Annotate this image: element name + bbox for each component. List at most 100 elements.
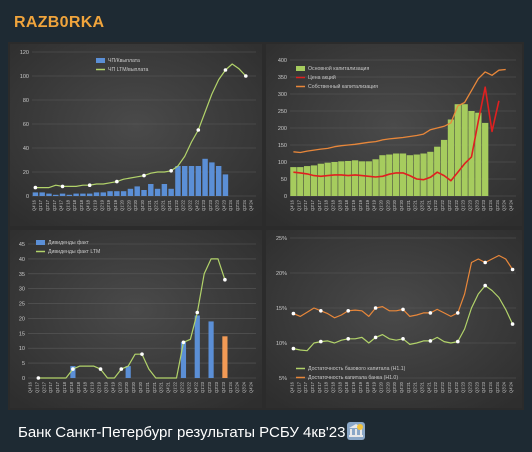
y-tick-label: 30 bbox=[19, 287, 25, 293]
caption-bar bbox=[0, 410, 532, 452]
x-tick-label: Q2'20 bbox=[124, 381, 129, 393]
x-tick-label: Q1'23 bbox=[201, 199, 206, 211]
y-tick-label: 5% bbox=[279, 376, 287, 382]
x-tick-label: Q3'19 bbox=[365, 199, 370, 211]
y-tick-label: 25% bbox=[276, 236, 287, 242]
line-point bbox=[142, 173, 146, 178]
x-tick-label: Q1'23 bbox=[461, 199, 466, 211]
x-tick-label: Q2'21 bbox=[154, 199, 159, 211]
net-profit-svg: 0 20 40 60 80 100 120 Q4'16 Q1'17 Q2'17 Q3'17 Q4'17… bbox=[10, 44, 262, 226]
line-point bbox=[181, 340, 186, 345]
x-tick-label: Q1'21 bbox=[145, 381, 150, 393]
x-tick-label: Q3'17 bbox=[48, 381, 53, 393]
x-tick-label: Q4'22 bbox=[193, 381, 198, 393]
x-tick-label: Q2'24 bbox=[235, 381, 240, 393]
x-tick-label: Q4'17 bbox=[317, 199, 322, 211]
x-tick-label: Q1'18 bbox=[324, 381, 329, 393]
y-tick-label: 80 bbox=[23, 98, 29, 104]
y-tick-label: 40 bbox=[23, 146, 29, 152]
bar bbox=[461, 104, 468, 196]
x-tick-label: Q1'20 bbox=[117, 381, 122, 393]
x-tick-label: Q4'16 bbox=[31, 199, 36, 211]
plot-background bbox=[266, 230, 522, 408]
line-point bbox=[428, 339, 433, 343]
x-tick-label: Q4'24 bbox=[249, 381, 254, 393]
bar bbox=[475, 112, 482, 196]
series-line bbox=[293, 68, 506, 154]
bar bbox=[310, 165, 318, 196]
line-point bbox=[291, 311, 296, 316]
line-point bbox=[346, 337, 351, 341]
bar bbox=[208, 321, 214, 378]
chart-image-frame[interactable]: 0 20 40 60 80 100 120 Q4'16 Q1'17 Q2'17 Q3'17 Q4'17… bbox=[8, 42, 524, 410]
x-tick-label: Q4'24 bbox=[249, 199, 254, 211]
x-tick-label: Q2'17 bbox=[303, 199, 308, 211]
x-tick-label: Q1'23 bbox=[200, 381, 205, 393]
channel-name[interactable]: RAZB0RKA bbox=[14, 14, 105, 31]
bar bbox=[66, 194, 73, 196]
bank-building-icon bbox=[347, 422, 366, 440]
x-tick-label: Q2'17 bbox=[41, 381, 46, 393]
x-tick-label: Q4'23 bbox=[481, 381, 486, 393]
bar bbox=[180, 342, 187, 378]
x-tick-label: Q2'19 bbox=[99, 199, 104, 211]
x-tick-label: Q1'20 bbox=[120, 199, 125, 211]
bar bbox=[297, 167, 304, 196]
bar bbox=[175, 166, 181, 196]
x-tick-label: Q2'24 bbox=[235, 199, 240, 211]
x-tick-label: Q2'22 bbox=[440, 381, 445, 393]
bar bbox=[114, 191, 120, 196]
bar bbox=[345, 160, 352, 196]
bar bbox=[440, 139, 448, 196]
x-tick-label: Q3'18 bbox=[337, 199, 342, 211]
x-tick-label: Q3'17 bbox=[52, 199, 57, 211]
bar bbox=[127, 188, 134, 196]
x-tick-label: Q4'16 bbox=[27, 381, 32, 393]
y-tick-label: 100 bbox=[278, 160, 287, 166]
bar bbox=[317, 163, 324, 196]
x-tick-label: Q1'22 bbox=[433, 381, 438, 393]
x-tick-label: Q4'20 bbox=[399, 199, 404, 211]
legend-label: ЧП LTM/выплата bbox=[108, 67, 148, 73]
legend-swatch bbox=[296, 66, 305, 71]
y-tick-label: 0 bbox=[22, 376, 25, 382]
y-tick-label: 250 bbox=[278, 109, 287, 115]
x-tick-label: Q4'23 bbox=[481, 199, 486, 211]
x-tick-label: Q2'23 bbox=[207, 381, 212, 393]
bar bbox=[447, 119, 455, 196]
y-tick-label: 25 bbox=[19, 302, 25, 308]
bar bbox=[427, 151, 434, 196]
x-tick-label: Q3'20 bbox=[133, 199, 138, 211]
x-tick-label: Q4'16 bbox=[289, 199, 294, 211]
legend-swatch bbox=[96, 58, 105, 63]
line-point bbox=[36, 376, 41, 380]
x-tick-label: Q4'21 bbox=[167, 199, 172, 211]
bar bbox=[358, 161, 366, 196]
bar bbox=[53, 194, 59, 196]
y-tick-label: 300 bbox=[278, 92, 287, 98]
x-tick-label: Q3'19 bbox=[103, 381, 108, 393]
bar bbox=[303, 166, 311, 196]
bar bbox=[399, 153, 407, 196]
line-point bbox=[71, 367, 75, 371]
x-tick-label: Q1'24 bbox=[228, 199, 233, 211]
x-tick-label: Q2'21 bbox=[413, 199, 418, 211]
y-tick-label: 5 bbox=[22, 361, 25, 367]
line-point bbox=[33, 185, 38, 190]
legend-label: Дивиденды факт LTM bbox=[48, 249, 100, 255]
x-tick-label: Q4'18 bbox=[83, 381, 88, 393]
bar bbox=[222, 336, 228, 378]
bar bbox=[182, 166, 188, 196]
x-tick-label: Q3'20 bbox=[392, 199, 397, 211]
x-tick-label: Q4'17 bbox=[59, 199, 64, 211]
legend-label: ЧП/Квыплата bbox=[108, 58, 140, 64]
bar bbox=[482, 122, 489, 196]
x-tick-label: Q3'24 bbox=[502, 199, 507, 211]
line-point bbox=[291, 346, 296, 351]
x-tick-label: Q2'22 bbox=[179, 381, 184, 393]
bar bbox=[32, 192, 39, 196]
series-line bbox=[35, 63, 247, 189]
line-point bbox=[60, 184, 65, 189]
legend-label: Собственный капитализация bbox=[308, 83, 378, 90]
